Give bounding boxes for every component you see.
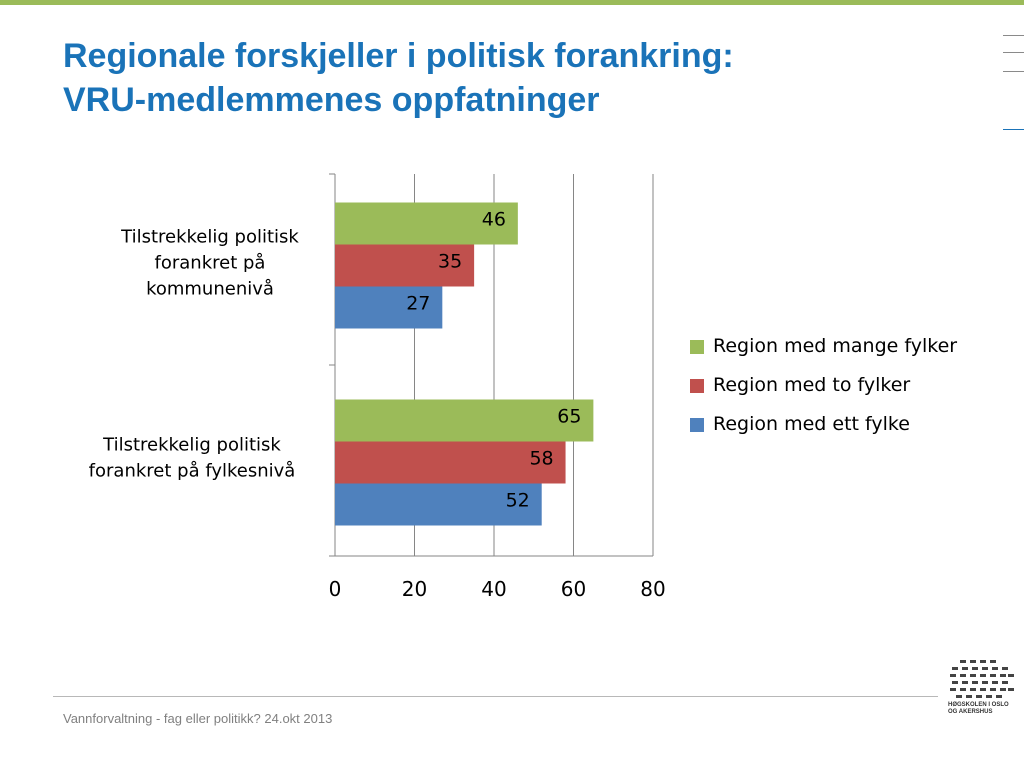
legend-swatch <box>690 379 704 393</box>
bar <box>335 441 566 484</box>
x-tick-label: 0 <box>329 577 342 601</box>
footer-divider <box>53 696 938 697</box>
bar <box>335 244 475 287</box>
legend-item: Region med mange fylker <box>690 332 1020 371</box>
x-tick-label: 20 <box>402 577 427 601</box>
data-label: 35 <box>438 251 462 273</box>
x-tick-label: 40 <box>481 577 506 601</box>
legend-swatch <box>690 418 704 432</box>
bar <box>335 483 542 526</box>
category-label: Tilstrekkelig politisk <box>102 435 281 456</box>
top-accent-bar <box>0 0 1024 5</box>
school-logo: HØGSKOLEN I OSLO OG AKERSHUS <box>948 658 1018 720</box>
category-label: kommunenivå <box>146 279 274 300</box>
footer-text: Vannforvaltning - fag eller politikk? 24… <box>63 711 333 726</box>
bar <box>335 399 594 442</box>
data-label: 58 <box>529 448 553 470</box>
data-label: 27 <box>406 293 430 315</box>
legend-item: Region med to fylker <box>690 371 1020 410</box>
legend-label: Region med mange fylker <box>713 335 958 357</box>
logo-text-line-1: HØGSKOLEN I OSLO <box>948 702 1009 708</box>
legend-swatch <box>690 340 704 354</box>
category-label: forankret på <box>155 253 266 274</box>
legend-label: Region med to fylker <box>713 374 911 396</box>
legend-item: Region med ett fylke <box>690 410 1020 449</box>
decorative-lines <box>1003 35 1024 135</box>
x-tick-label: 60 <box>561 577 586 601</box>
logo-text: HØGSKOLEN I OSLO OG AKERSHUS <box>948 702 1018 716</box>
bar <box>335 286 443 329</box>
logo-text-line-2: OG AKERSHUS <box>948 709 993 715</box>
legend-label: Region med ett fylke <box>713 413 910 435</box>
data-label: 65 <box>557 406 581 428</box>
data-label: 52 <box>506 490 530 512</box>
x-tick-label: 80 <box>640 577 665 601</box>
chart-legend: Region med mange fylker Region med to fyl… <box>690 332 1020 449</box>
category-label: Tilstrekkelig politisk <box>120 227 299 248</box>
logo-graphic <box>950 660 1014 698</box>
title-line-1: Regionale forskjeller i politisk forankr… <box>63 37 734 75</box>
title-line-2: VRU-medlemmenes oppfatninger <box>63 81 600 119</box>
category-label: forankret på fylkesnivå <box>89 461 296 482</box>
bar <box>335 202 518 245</box>
data-label: 46 <box>482 209 506 231</box>
slide-title: Regionale forskjeller i politisk forankr… <box>63 34 963 122</box>
